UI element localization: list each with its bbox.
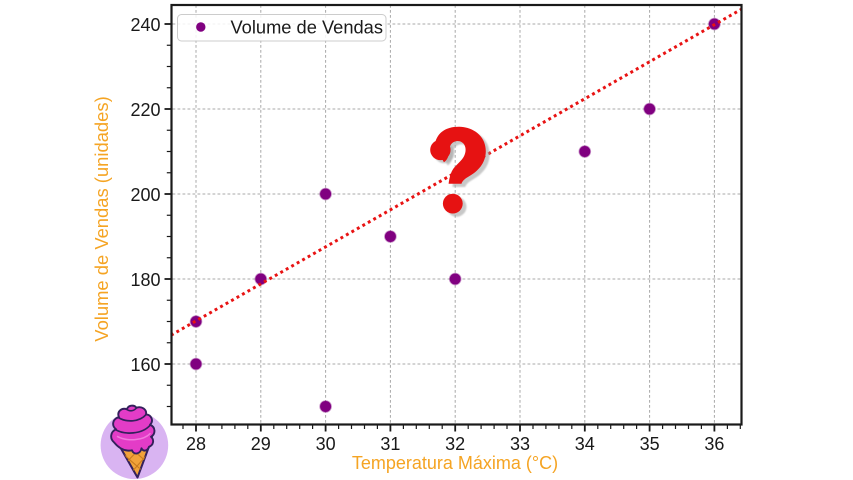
svg-text:31: 31: [380, 434, 400, 454]
svg-text:Temperatura Máxima (°C): Temperatura Máxima (°C): [352, 453, 558, 473]
svg-text:240: 240: [130, 15, 160, 35]
svg-text:30: 30: [316, 434, 336, 454]
svg-text:220: 220: [130, 100, 160, 120]
svg-text:200: 200: [130, 185, 160, 205]
svg-text:Volume de Vendas (unidades): Volume de Vendas (unidades): [91, 96, 112, 341]
svg-text:33: 33: [510, 434, 530, 454]
svg-text:35: 35: [640, 434, 660, 454]
svg-text:36: 36: [704, 434, 724, 454]
svg-text:180: 180: [130, 270, 160, 290]
svg-text:34: 34: [575, 434, 595, 454]
svg-text:160: 160: [130, 355, 160, 375]
svg-text:32: 32: [445, 434, 465, 454]
svg-text:Volume de Vendas: Volume de Vendas: [231, 16, 383, 37]
svg-text:29: 29: [251, 434, 271, 454]
svg-text:28: 28: [186, 434, 206, 454]
